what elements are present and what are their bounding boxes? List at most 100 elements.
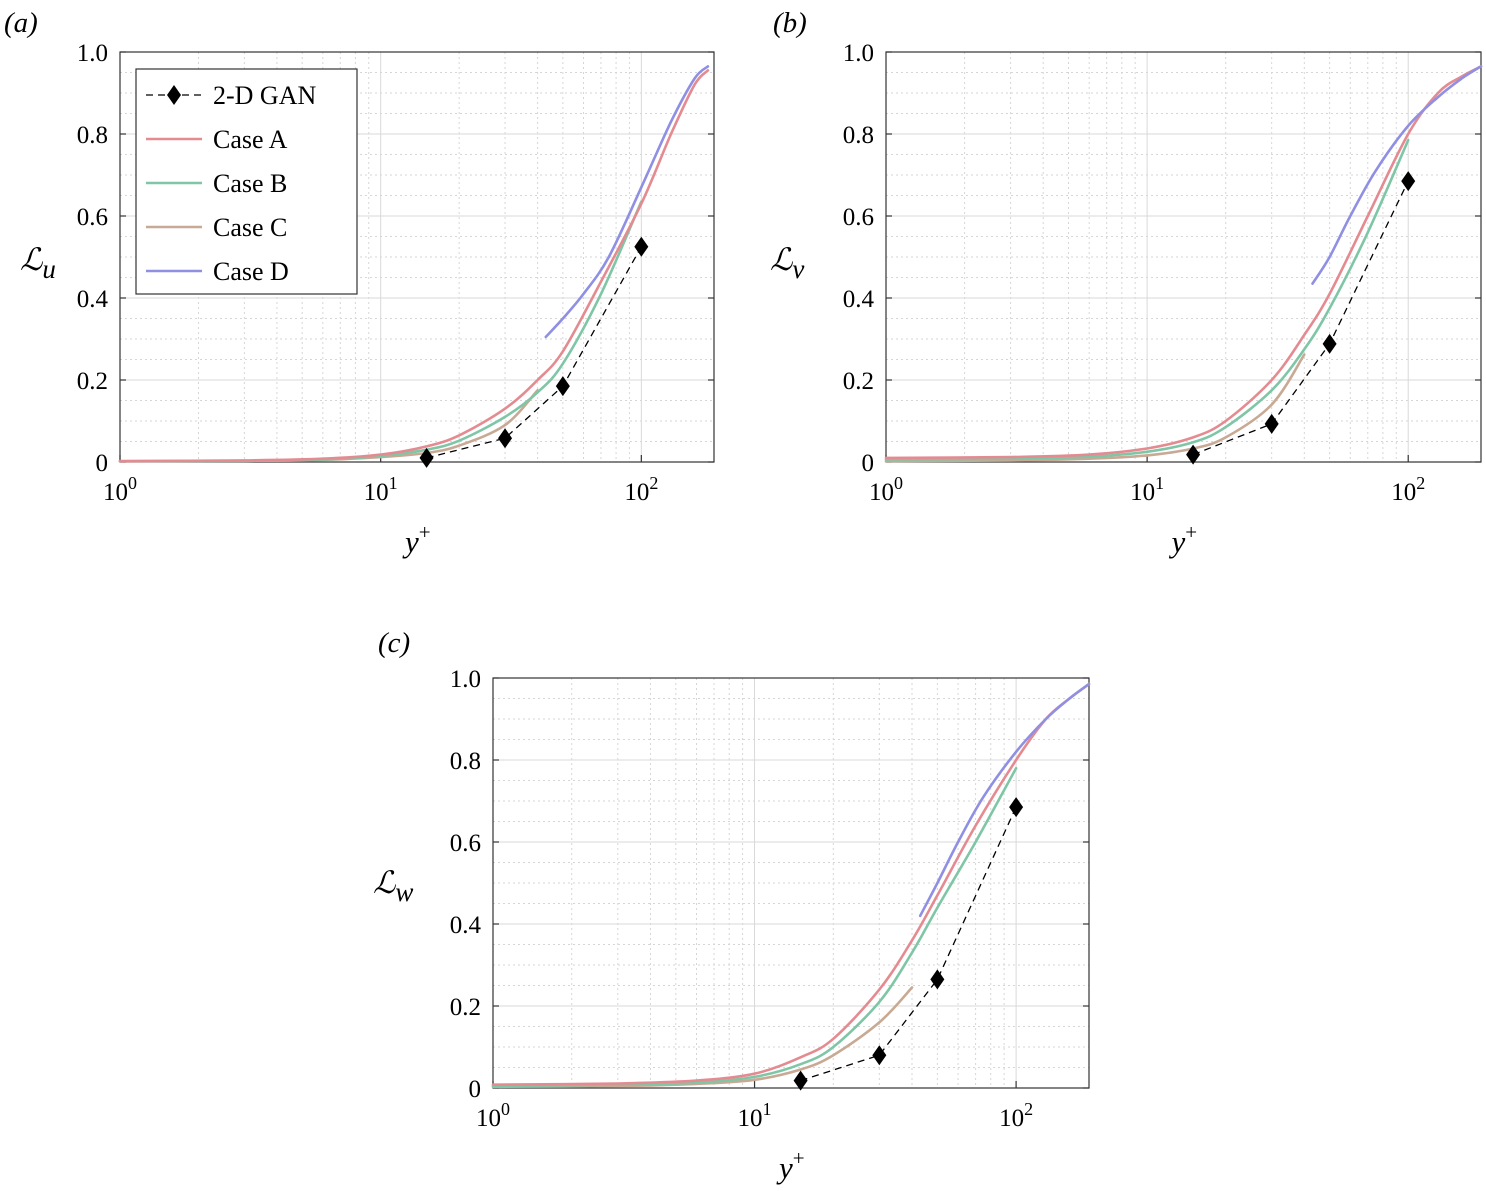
series-case-a [118,69,710,463]
legend-item-2-d-gan: 2-D GAN [146,81,316,110]
x-tick-exponent: 1 [389,473,398,493]
y-tick-label: 0.6 [843,204,874,231]
legend-label: 2-D GAN [213,81,316,110]
grid [492,677,1089,1089]
data-point-marker [872,1045,887,1066]
series-line-2-d-gan [426,246,642,459]
y-tick-label: 0.8 [450,748,481,775]
grid [885,51,1481,463]
x-tick-exponent: 1 [1155,473,1164,493]
x-tick-label: 101 [738,1099,772,1132]
series-line-case-a [491,682,1091,1086]
y-axis-label: ℒv [770,242,804,284]
y-tick-label: 0.4 [843,286,875,313]
y-tick-label: 0.4 [450,912,482,939]
data-point-marker [555,376,570,397]
series-case-b [884,138,1410,461]
series-line-case-c [118,389,539,463]
legend-label: Case A [213,125,288,154]
data-point-marker [1322,333,1337,354]
x-axis-label-main: y [1169,524,1186,559]
x-tick-base: 10 [364,479,389,506]
series-case-a [491,682,1091,1086]
x-tick-label: 102 [999,1099,1033,1132]
data-point-marker [419,447,434,468]
x-tick-base: 10 [624,479,649,506]
y-axis-label: ℒu [20,242,56,284]
series-line-2-d-gan [800,806,1017,1082]
y-axis-label-subscript: w [395,877,413,907]
data-point-marker [1009,797,1024,818]
y-axis-label-main: ℒ [770,242,793,277]
legend-item-case-c: Case C [146,213,287,242]
y-tick-label: 0.2 [450,994,481,1021]
series-case-b [491,766,1018,1088]
series-case-c [491,986,914,1089]
x-tick-label: 100 [869,473,903,506]
x-axis-label-superscript: + [1185,520,1197,544]
series-line-case-d [918,682,1091,918]
y-tick-label: 1.0 [77,40,108,67]
legend-item-case-b: Case B [146,169,287,198]
x-tick-exponent: 2 [1024,1099,1033,1119]
series-line-case-d [1311,65,1483,285]
x-tick-label: 101 [364,473,398,506]
x-tick-base: 10 [738,1105,763,1132]
series-case-d [918,682,1091,918]
series-2-d-gan [1186,171,1416,465]
series-case-c [118,389,539,463]
x-tick-exponent: 0 [501,1099,510,1119]
x-axis-label-superscript: + [419,520,431,544]
series-line-2-d-gan [1192,180,1409,456]
x-axis-label: y+ [1169,520,1198,559]
x-tick-exponent: 2 [649,473,658,493]
series-line-case-c [491,986,914,1089]
x-tick-label: 100 [476,1099,510,1132]
panel-label: (c) [378,627,410,659]
panel-label: (a) [4,7,38,39]
x-tick-base: 10 [1130,479,1155,506]
x-tick-label: 102 [1391,473,1425,506]
panel-label: (b) [773,7,807,39]
series-line-case-a [118,69,710,463]
data-point-marker [1401,171,1416,192]
y-tick-label: 1.0 [450,666,481,693]
x-tick-base: 10 [999,1105,1024,1132]
series-line-case-d [544,65,710,339]
series-line-case-c [884,353,1306,463]
series-line-case-a [884,65,1483,460]
data-point-marker [930,969,945,990]
data-point-marker [793,1070,808,1091]
series-2-d-gan [419,236,649,468]
data-point-marker [634,236,649,257]
data-point-marker [1264,413,1279,434]
series-line-case-b [491,766,1018,1088]
x-tick-base: 10 [476,1105,501,1132]
x-axis-label-main: y [402,524,419,559]
data-point-marker [498,428,513,449]
x-tick-base: 10 [103,479,128,506]
y-tick-label: 0.8 [843,122,874,149]
x-tick-exponent: 2 [1416,473,1425,493]
y-tick-label: 0 [469,1076,482,1103]
y-tick-label: 0.2 [77,368,108,395]
x-axis-label-main: y [776,1150,793,1185]
legend-label: Case B [213,169,287,198]
x-tick-base: 10 [1391,479,1416,506]
y-tick-label: 0 [862,450,875,477]
legend-item-case-a: Case A [146,125,288,154]
plot-frame [885,51,1482,463]
x-tick-label: 100 [103,473,137,506]
series-case-d [1311,65,1483,285]
y-tick-label: 0.2 [843,368,874,395]
y-tick-label: 0 [96,450,109,477]
plot-frame [119,51,715,463]
legend-item-case-d: Case D [146,257,289,286]
legend-marker [167,85,181,105]
x-tick-label: 102 [624,473,658,506]
legend: 2-D GAN Case A Case B Case C Case D [135,68,358,295]
